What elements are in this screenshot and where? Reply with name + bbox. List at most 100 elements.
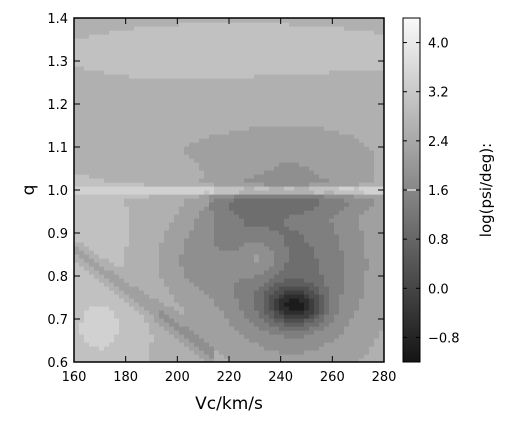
contour-cell (99, 130, 105, 135)
contour-cell (94, 338, 100, 343)
contour-cell (79, 242, 85, 247)
contour-cell (149, 106, 155, 111)
contour-cell (84, 94, 90, 99)
contour-cell (104, 102, 110, 107)
contour-cell (249, 142, 255, 147)
contour-cell (184, 118, 190, 123)
contour-cell (339, 106, 345, 111)
contour-cell (174, 222, 180, 227)
contour-cell (239, 142, 245, 147)
contour-cell (199, 62, 205, 67)
contour-cell (184, 250, 190, 255)
contour-cell (279, 102, 285, 107)
contour-cell (314, 262, 320, 267)
contour-cell (329, 322, 335, 327)
contour-cell (319, 70, 325, 75)
contour-cell (339, 166, 345, 171)
contour-cell (119, 22, 125, 27)
contour-cell (279, 234, 285, 239)
contour-cell (114, 218, 120, 223)
contour-cell (169, 106, 175, 111)
contour-cell (359, 218, 365, 223)
contour-cell (344, 106, 350, 111)
contour-cell (214, 326, 220, 331)
contour-cell (84, 106, 90, 111)
contour-cell (119, 270, 125, 275)
contour-cell (284, 346, 290, 351)
contour-cell (264, 62, 270, 67)
contour-cell (194, 186, 200, 191)
contour-cell (209, 326, 215, 331)
contour-cell (269, 254, 275, 259)
contour-cell (289, 314, 295, 319)
contour-cell (304, 122, 310, 127)
contour-cell (89, 258, 95, 263)
contour-cell (269, 278, 275, 283)
contour-cell (284, 94, 290, 99)
contour-cell (154, 46, 160, 51)
contour-cell (149, 162, 155, 167)
contour-cell (114, 82, 120, 87)
contour-cell (354, 218, 360, 223)
contour-cell (309, 226, 315, 231)
contour-cell (84, 126, 90, 131)
contour-cell (304, 26, 310, 31)
contour-cell (234, 138, 240, 143)
contour-cell (214, 70, 220, 75)
contour-cell (329, 162, 335, 167)
contour-cell (249, 202, 255, 207)
contour-cell (244, 174, 250, 179)
contour-cell (79, 18, 85, 23)
contour-cell (349, 18, 355, 23)
contour-cell (84, 50, 90, 55)
contour-cell (124, 170, 130, 175)
contour-cell (109, 346, 115, 351)
contour-cell (299, 30, 305, 35)
contour-cell (189, 246, 195, 251)
contour-cell (269, 258, 275, 263)
contour-cell (89, 318, 95, 323)
contour-cell (349, 158, 355, 163)
contour-cell (269, 330, 275, 335)
contour-cell (114, 194, 120, 199)
contour-cell (184, 126, 190, 131)
contour-cell (294, 310, 300, 315)
contour-cell (149, 270, 155, 275)
contour-cell (299, 158, 305, 163)
contour-cell (329, 258, 335, 263)
contour-cell (234, 346, 240, 351)
contour-cell (179, 218, 185, 223)
contour-cell (134, 246, 140, 251)
contour-cell (209, 234, 215, 239)
contour-cell (259, 322, 265, 327)
contour-cell (109, 334, 115, 339)
contour-cell (259, 278, 265, 283)
contour-cell (259, 270, 265, 275)
contour-cell (294, 210, 300, 215)
contour-cell (349, 34, 355, 39)
contour-cell (219, 38, 225, 43)
contour-cell (234, 322, 240, 327)
contour-cell (349, 290, 355, 295)
contour-cell (79, 198, 85, 203)
contour-cell (134, 178, 140, 183)
contour-cell (349, 30, 355, 35)
contour-cell (279, 198, 285, 203)
contour-cell (229, 338, 235, 343)
contour-cell (99, 350, 105, 355)
contour-cell (294, 302, 300, 307)
contour-cell (309, 110, 315, 115)
contour-cell (274, 38, 280, 43)
contour-cell (94, 30, 100, 35)
contour-cell (179, 82, 185, 87)
contour-cell (339, 146, 345, 151)
contour-cell (314, 306, 320, 311)
contour-cell (344, 310, 350, 315)
contour-cell (184, 254, 190, 259)
contour-cell (204, 318, 210, 323)
contour-cell (269, 142, 275, 147)
contour-cell (224, 254, 230, 259)
contour-cell (329, 86, 335, 91)
contour-cell (84, 122, 90, 127)
contour-cell (169, 114, 175, 119)
